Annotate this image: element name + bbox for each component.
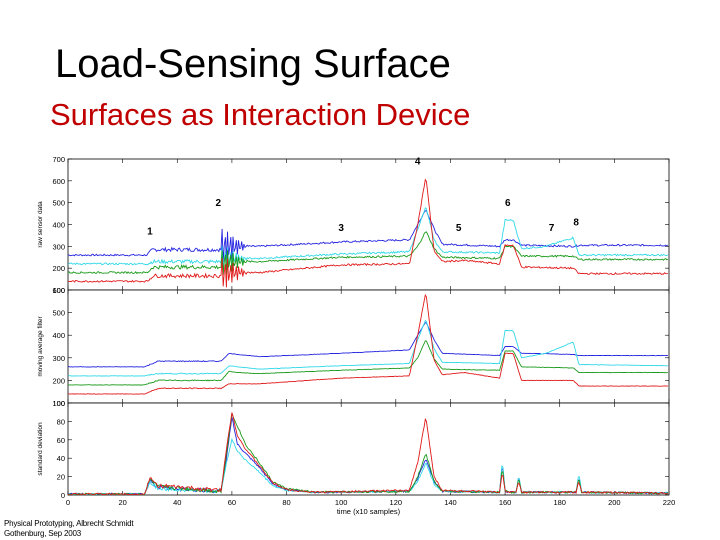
y-tick-label: 700 (52, 155, 65, 164)
plot-frame-3 (67, 402, 670, 496)
x-tick-label: 180 (553, 498, 566, 507)
x-tick-label: 160 (499, 498, 512, 507)
event-marker-1: 1 (147, 226, 153, 237)
event-marker-2: 2 (215, 198, 221, 209)
y-axis-label: raw sensor data (37, 201, 44, 248)
y-tick-label: 300 (52, 242, 65, 251)
y-tick-label: 20 (57, 473, 65, 482)
series-green-line (68, 340, 669, 386)
series-red-line (68, 178, 668, 288)
series-blue-line (68, 322, 668, 368)
x-tick-label: 0 (66, 498, 70, 507)
event-marker-7: 7 (549, 223, 555, 234)
x-tick-label: 100 (335, 498, 348, 507)
slide-title: Load-Sensing Surface (55, 42, 451, 86)
y-tick-label: 80 (57, 417, 65, 426)
y-tick-label: 100 (52, 399, 65, 408)
series-red-line (68, 293, 668, 395)
footer-author: Physical Prototyping, Albrecht Schmidt (4, 519, 134, 528)
y-tick-label: 500 (52, 309, 65, 318)
event-marker-8: 8 (573, 218, 579, 229)
y-tick-label: 200 (52, 376, 65, 385)
x-tick-label: 80 (282, 498, 290, 507)
x-tick-label: 200 (608, 498, 621, 507)
series-red-line (68, 412, 669, 495)
y-tick-label: 400 (52, 331, 65, 340)
event-marker-3: 3 (338, 223, 344, 234)
x-tick-label: 20 (118, 498, 126, 507)
series-cyan-line (68, 319, 668, 377)
y-tick-label: 400 (52, 221, 65, 230)
series-blue-line (68, 209, 669, 262)
y-tick-label: 600 (52, 286, 65, 295)
event-marker-4: 4 (415, 156, 421, 167)
y-tick-label: 300 (52, 354, 65, 363)
footer-location: Gothenburg, Sep 2003 (4, 529, 81, 538)
y-tick-label: 500 (52, 199, 65, 208)
x-axis-label: time (x10 samples) (337, 507, 401, 516)
slide-subtitle: Surfaces as Interaction Device (50, 97, 471, 132)
x-tick-label: 120 (390, 498, 403, 507)
event-marker-6: 6 (505, 198, 511, 209)
y-tick-label: 200 (52, 264, 65, 273)
series-cyan-line (68, 206, 669, 271)
x-tick-label: 140 (444, 498, 457, 507)
y-axis-label: standard deviation (37, 422, 44, 476)
y-tick-label: 100 (52, 286, 65, 295)
plot-frame-2 (67, 289, 670, 404)
x-tick-label: 60 (228, 498, 236, 507)
event-marker-5: 5 (456, 223, 462, 234)
y-tick-label: 60 (57, 436, 65, 445)
y-tick-label: 40 (57, 454, 65, 463)
series-green-line (68, 231, 669, 275)
y-tick-label: 600 (52, 177, 65, 186)
y-tick-label: 0 (61, 491, 65, 500)
y-tick-label: 100 (52, 399, 65, 408)
x-tick-label: 40 (173, 498, 181, 507)
x-tick-label: 220 (663, 498, 676, 507)
y-axis-label: moving average filter (37, 316, 44, 377)
